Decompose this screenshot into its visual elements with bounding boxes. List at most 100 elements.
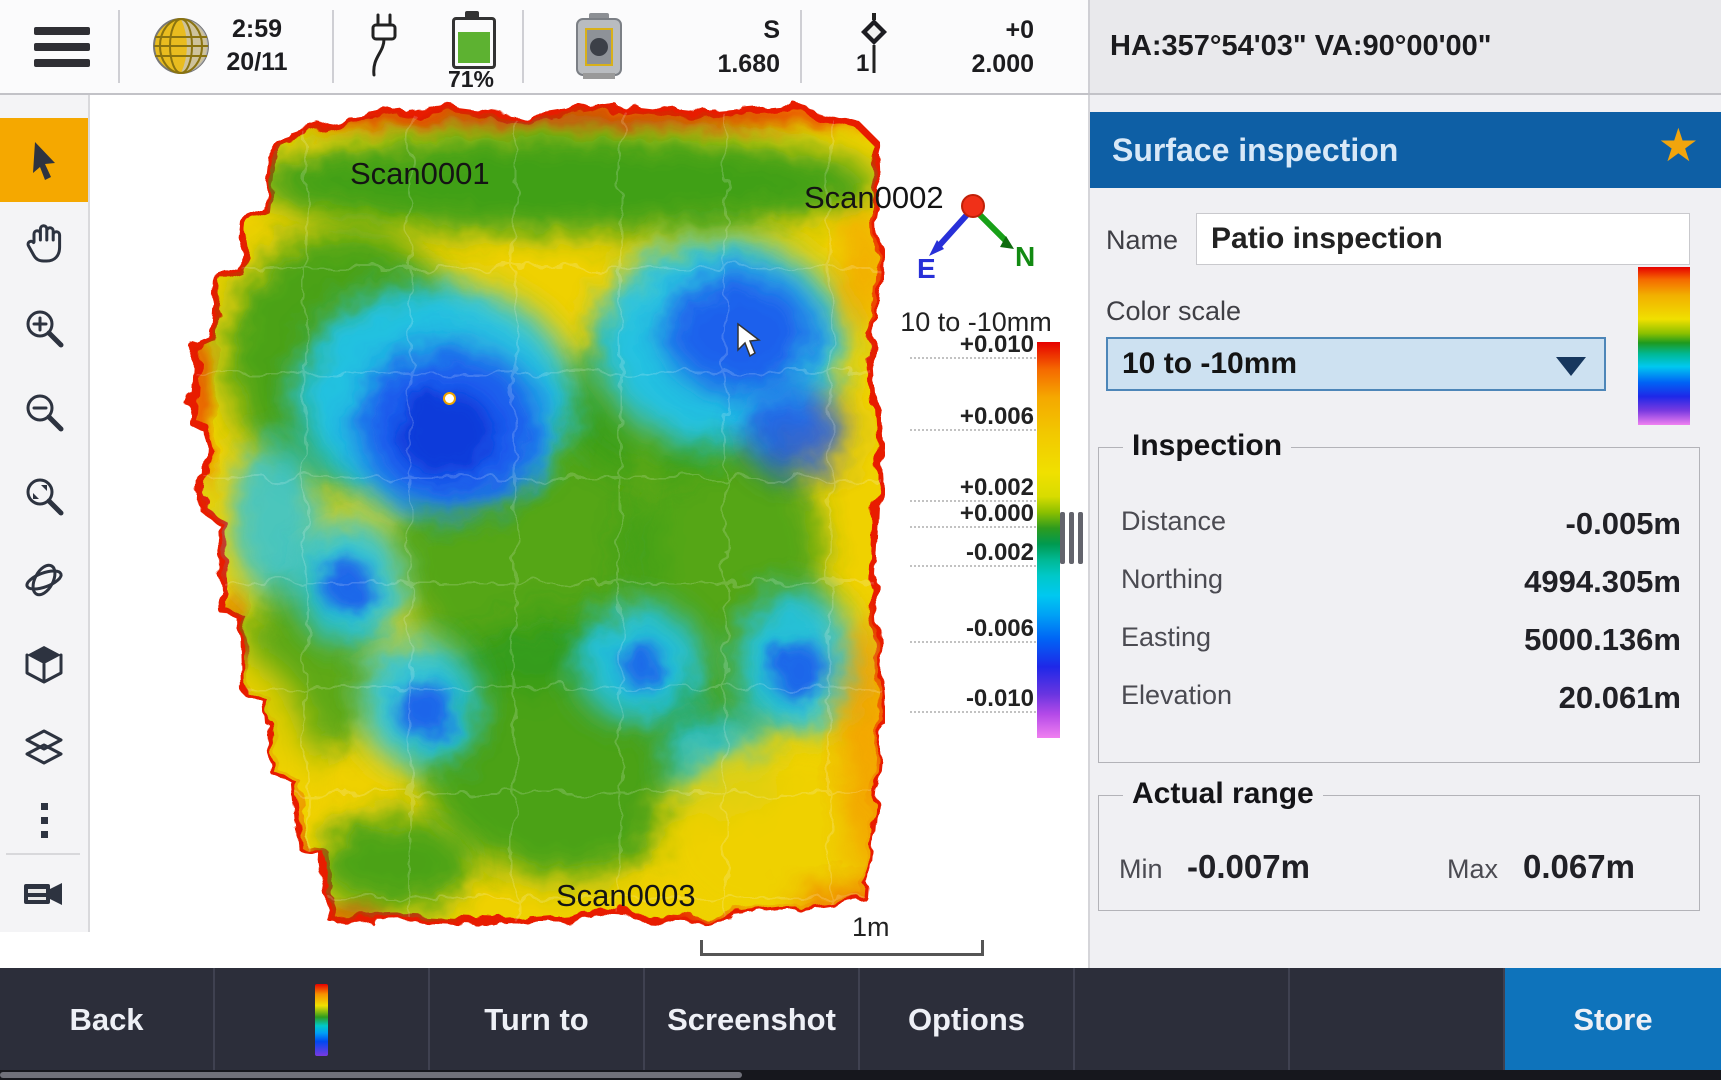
orbit-icon xyxy=(25,563,63,597)
inspection-group: Inspection Distance -0.005m Northing 499… xyxy=(1098,429,1700,763)
scan-label-1: Scan0001 xyxy=(350,156,490,191)
color-scale-label: Color scale xyxy=(1106,296,1242,326)
scan-label-3: Scan0003 xyxy=(556,878,696,913)
row-value: -0.005m xyxy=(1565,506,1681,541)
divider xyxy=(332,10,334,83)
panel-title: Surface inspection xyxy=(1112,131,1399,168)
zoom-in-button[interactable] xyxy=(0,286,88,370)
top-status-bar: 2:59 20/11 71% S 1.680 xyxy=(0,0,1721,95)
min-label: Min xyxy=(1119,854,1163,884)
orbit-tool-button[interactable] xyxy=(0,538,88,622)
mouse-cursor-icon xyxy=(737,322,761,358)
favorite-star-icon[interactable]: ★ xyxy=(1657,119,1699,171)
row-label: Elevation xyxy=(1121,680,1233,710)
map-legend-title: 10 to -10mm xyxy=(900,307,1052,337)
globe-icon[interactable] xyxy=(150,15,212,77)
name-input[interactable]: Patio inspection xyxy=(1196,213,1690,265)
map-canvas[interactable] xyxy=(95,98,885,928)
select-tool-button[interactable] xyxy=(0,118,88,202)
legend-tick: +0.000 xyxy=(910,500,1036,528)
divider xyxy=(6,853,80,855)
video-view-button[interactable] xyxy=(0,858,88,930)
color-scale-strip-icon xyxy=(315,984,328,1056)
store-button-label: Store xyxy=(1573,1002,1653,1037)
power-plug-icon[interactable] xyxy=(364,11,406,83)
instrument-icon[interactable] xyxy=(563,11,635,83)
point-cloud-heatmap xyxy=(188,102,885,926)
compass-orientation: E N xyxy=(917,194,1035,283)
zoom-window-icon xyxy=(26,478,64,516)
empty-cell xyxy=(1290,968,1505,1080)
view-3d-button[interactable] xyxy=(0,622,88,706)
bottom-action-bar: Back Turn to Screenshot Options Store xyxy=(0,968,1721,1080)
inspection-row-distance: Distance -0.005m xyxy=(1099,506,1699,542)
row-value: 4994.305m xyxy=(1524,564,1681,599)
instrument-mode: S xyxy=(763,16,780,44)
inspection-group-title: Inspection xyxy=(1123,429,1292,463)
divider xyxy=(118,10,120,83)
turn-to-button-label: Turn to xyxy=(484,1002,589,1037)
options-button[interactable]: Options xyxy=(860,968,1075,1080)
east-axis-label: E xyxy=(917,253,936,283)
inspection-point-marker xyxy=(443,392,456,405)
surface-inspection-panel: Surface inspection ★ Name Patio inspecti… xyxy=(1088,95,1721,968)
map-legend-colorbar xyxy=(1037,342,1060,738)
inspection-row-northing: Northing 4994.305m xyxy=(1099,564,1699,600)
pan-tool-button[interactable] xyxy=(0,202,88,286)
battery-icon[interactable] xyxy=(452,11,496,69)
bottom-edge-strip xyxy=(0,1070,1721,1080)
legend-tick: -0.002 xyxy=(910,539,1036,567)
actual-range-group: Actual range Min -0.007m Max 0.067m xyxy=(1098,777,1700,911)
battery-level xyxy=(458,31,490,63)
layers-button[interactable] xyxy=(0,706,88,790)
color-scale-dropdown[interactable]: 10 to -10mm xyxy=(1106,337,1606,391)
back-button[interactable]: Back xyxy=(0,968,215,1080)
legend-tick: +0.006 xyxy=(910,403,1036,431)
legend-tick: +0.002 xyxy=(910,474,1036,502)
map-toolbar xyxy=(0,95,90,932)
row-label: Easting xyxy=(1121,622,1212,652)
more-tools-button[interactable] xyxy=(0,790,88,852)
target-prism-icon[interactable] xyxy=(852,11,896,77)
map-scale-label: 1m xyxy=(852,912,890,942)
cube-icon xyxy=(25,646,63,684)
max-value: 0.067m xyxy=(1523,848,1635,885)
legend-tick: +0.010 xyxy=(910,331,1036,359)
time-value: 2:59 xyxy=(231,15,283,43)
menu-icon[interactable] xyxy=(34,27,90,67)
screenshot-button[interactable]: Screenshot xyxy=(645,968,860,1080)
color-scale-toggle-button[interactable] xyxy=(215,968,430,1080)
scan-label-2: Scan0002 xyxy=(804,180,944,215)
turn-to-button[interactable]: Turn to xyxy=(430,968,645,1080)
target-values: +0 2.000 xyxy=(942,13,1034,81)
zoom-out-button[interactable] xyxy=(0,370,88,454)
divider xyxy=(800,10,802,83)
actual-range-group-title: Actual range xyxy=(1123,777,1323,811)
options-button-label: Options xyxy=(907,1002,1026,1037)
target-number: 1 xyxy=(856,50,870,77)
min-value: -0.007m xyxy=(1187,848,1310,885)
chevron-down-icon xyxy=(1556,357,1586,376)
panel-resize-grip[interactable] xyxy=(1060,512,1083,564)
target-offset: +0 xyxy=(1005,16,1034,44)
panel-header: Surface inspection ★ xyxy=(1090,112,1721,188)
row-label: Northing xyxy=(1121,564,1224,594)
back-button-label: Back xyxy=(69,1002,144,1037)
screenshot-button-label: Screenshot xyxy=(667,1002,836,1037)
date-value: 20/11 xyxy=(226,48,288,76)
ellipsis-icon xyxy=(41,803,48,838)
north-axis-label: N xyxy=(1015,241,1035,272)
cursor-arrow-icon xyxy=(33,142,55,180)
zoom-window-button[interactable] xyxy=(0,454,88,538)
row-label: Distance xyxy=(1121,506,1227,536)
store-button[interactable]: Store xyxy=(1505,968,1721,1080)
hand-icon xyxy=(26,224,62,263)
legend-tick: -0.010 xyxy=(910,685,1036,713)
target-height: 2.000 xyxy=(971,50,1034,78)
clock: 2:59 20/11 xyxy=(218,13,296,79)
legend-tick: -0.006 xyxy=(910,615,1036,643)
row-value: 20.061m xyxy=(1558,680,1681,715)
name-label: Name xyxy=(1106,225,1179,255)
horizontal-scrollbar-thumb[interactable] xyxy=(0,1072,742,1078)
